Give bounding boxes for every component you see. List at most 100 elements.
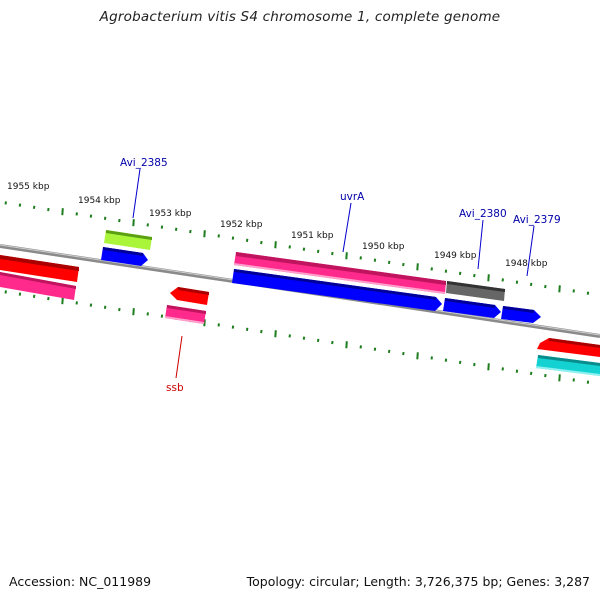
major-tick [274, 241, 277, 249]
minor-tick [473, 273, 476, 278]
topology-text: Topology: circular; Length: 3,726,375 bp… [246, 574, 590, 589]
outer-tick-row [4, 201, 590, 295]
gene-blue-long[interactable] [232, 269, 442, 311]
minor-tick [529, 371, 533, 376]
minor-tick [260, 240, 263, 245]
minor-tick [572, 378, 575, 382]
major-tick [61, 297, 64, 305]
minor-tick [231, 325, 235, 329]
gene-left-pink-inner[interactable] [0, 272, 76, 300]
map-title: Agrobacterium vitis S4 chromosome 1, com… [99, 9, 501, 25]
major-tick [274, 330, 277, 338]
minor-tick [444, 358, 448, 362]
inner-tick-row [4, 290, 590, 384]
minor-tick [373, 258, 377, 262]
minor-tick [544, 373, 547, 378]
gene-blue-avi-2379[interactable] [501, 306, 541, 323]
ruler-label-1951: 1951 kbp [291, 231, 334, 241]
gene-avi-2380[interactable] [446, 281, 505, 301]
minor-tick [103, 305, 107, 310]
minor-tick [515, 280, 519, 284]
minor-tick [189, 229, 192, 234]
minor-tick [515, 369, 519, 373]
gene-cyan-right[interactable] [536, 355, 600, 376]
minor-tick [47, 207, 50, 212]
minor-tick [288, 245, 291, 249]
minor-tick [501, 367, 504, 371]
minor-tick [331, 340, 334, 345]
minor-tick [103, 216, 107, 221]
label-ssb[interactable]: ssb [166, 382, 184, 394]
minor-tick [32, 205, 36, 209]
ruler-label-1953: 1953 kbp [149, 209, 192, 219]
ruler-label-1952: 1952 kbp [220, 220, 263, 230]
gene-left-red-outer[interactable] [0, 255, 79, 282]
major-tick [558, 285, 561, 293]
major-tick [487, 363, 490, 371]
minor-tick [4, 201, 7, 205]
minor-tick [544, 284, 547, 289]
label-avi-2380[interactable]: Avi_2380 [459, 208, 507, 220]
minor-tick [501, 278, 504, 282]
minor-tick [245, 327, 249, 332]
gene-blue-avi-2380[interactable] [443, 298, 501, 318]
minor-tick [586, 380, 590, 384]
minor-tick [245, 238, 249, 243]
minor-tick [18, 292, 22, 296]
ruler-label-1954: 1954 kbp [78, 196, 121, 206]
label-uvra[interactable]: uvrA [340, 191, 365, 203]
minor-tick [89, 214, 93, 218]
minor-tick [174, 227, 178, 232]
ruler-label-1950: 1950 kbp [362, 242, 405, 252]
minor-tick [18, 203, 22, 207]
major-tick [416, 352, 419, 360]
label-avi-2379[interactable]: Avi_2379 [513, 214, 561, 226]
ruler-label-1949: 1949 kbp [434, 251, 477, 261]
gene-blue-left[interactable] [101, 247, 148, 266]
minor-tick [444, 269, 448, 273]
major-tick [487, 274, 490, 282]
minor-tick [75, 301, 78, 305]
leader-avi-2385 [132, 168, 141, 219]
minor-tick [473, 362, 476, 367]
gene-pink-inner-small[interactable] [165, 305, 206, 324]
minor-tick [217, 234, 220, 238]
ruler-label-1948: 1948 kbp [505, 259, 548, 269]
major-tick [203, 230, 206, 238]
major-tick [345, 341, 348, 349]
minor-tick [302, 247, 306, 251]
minor-tick [160, 225, 164, 229]
gene-ssb[interactable] [170, 287, 209, 305]
minor-tick [359, 345, 362, 349]
gene-uvra[interactable] [234, 252, 446, 294]
minor-tick [217, 323, 220, 327]
major-tick [132, 219, 135, 227]
leader-ssb [175, 335, 183, 379]
minor-tick [118, 218, 121, 223]
minor-tick [231, 236, 235, 240]
gene-avi-2385[interactable] [104, 230, 152, 250]
label-avi-2385[interactable]: Avi_2385 [120, 157, 168, 169]
minor-tick [47, 296, 50, 301]
leader-uvra [342, 202, 352, 253]
leader-avi-2380 [477, 219, 484, 270]
minor-tick [430, 267, 433, 271]
minor-tick [373, 347, 377, 351]
gene-right-red-outer[interactable] [537, 338, 600, 357]
minor-tick [359, 256, 362, 260]
minor-tick [430, 356, 433, 360]
minor-tick [402, 351, 405, 356]
minor-tick [288, 334, 291, 338]
minor-tick [32, 294, 36, 298]
minor-tick [331, 251, 334, 256]
minor-tick [89, 303, 93, 307]
ruler-label-1955: 1955 kbp [7, 182, 50, 192]
minor-tick [458, 271, 462, 276]
minor-tick [118, 307, 121, 312]
minor-tick [529, 282, 533, 287]
minor-tick [387, 349, 391, 354]
major-tick [132, 308, 135, 316]
minor-tick [302, 336, 306, 340]
minor-tick [146, 223, 149, 227]
